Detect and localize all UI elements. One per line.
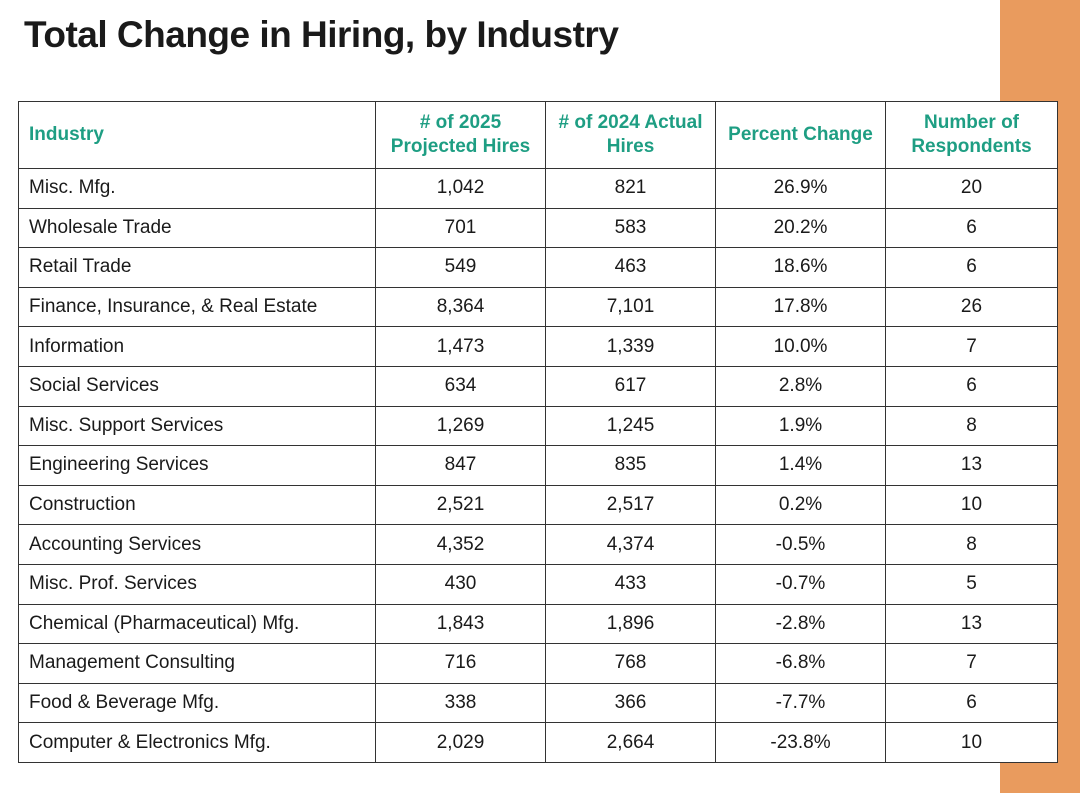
cell-2024-actual: 433: [545, 563, 716, 605]
table-row: Wholesale Trade 701 583 20.2% 6: [18, 207, 1058, 249]
cell-percent-change: -2.8%: [715, 603, 886, 645]
cell-2025-projected: 634: [375, 365, 546, 407]
cell-industry: Retail Trade: [18, 247, 376, 288]
cell-2025-projected: 8,364: [375, 286, 546, 328]
cell-2025-projected: 2,029: [375, 722, 546, 763]
cell-respondents: 20: [885, 168, 1058, 209]
cell-2024-actual: 617: [545, 365, 716, 407]
cell-2024-actual: 1,896: [545, 603, 716, 645]
cell-respondents: 6: [885, 682, 1058, 724]
cell-respondents: 10: [885, 722, 1058, 763]
cell-percent-change: -7.7%: [715, 682, 886, 724]
table-row: Misc. Prof. Services 430 433 -0.7% 5: [18, 563, 1058, 605]
cell-2024-actual: 366: [545, 682, 716, 724]
cell-industry: Chemical (Pharmaceutical) Mfg.: [18, 603, 376, 645]
cell-2025-projected: 716: [375, 643, 546, 684]
cell-industry: Information: [18, 326, 376, 367]
cell-percent-change: 18.6%: [715, 247, 886, 288]
cell-industry: Misc. Mfg.: [18, 168, 376, 209]
cell-2024-actual: 768: [545, 643, 716, 684]
cell-industry: Wholesale Trade: [18, 207, 376, 249]
cell-industry: Misc. Support Services: [18, 405, 376, 447]
cell-2024-actual: 1,245: [545, 405, 716, 447]
table-row: Social Services 634 617 2.8% 6: [18, 365, 1058, 407]
cell-2025-projected: 701: [375, 207, 546, 249]
cell-2024-actual: 4,374: [545, 524, 716, 565]
cell-industry: Social Services: [18, 365, 376, 407]
cell-percent-change: 1.4%: [715, 445, 886, 486]
cell-industry: Food & Beverage Mfg.: [18, 682, 376, 724]
cell-2025-projected: 847: [375, 445, 546, 486]
cell-industry: Finance, Insurance, & Real Estate: [18, 286, 376, 328]
cell-respondents: 8: [885, 524, 1058, 565]
table-row: Management Consulting 716 768 -6.8% 7: [18, 643, 1058, 684]
cell-percent-change: 10.0%: [715, 326, 886, 367]
cell-respondents: 8: [885, 405, 1058, 447]
cell-respondents: 26: [885, 286, 1058, 328]
hiring-table: Industry # of 2025 Projected Hires # of …: [18, 101, 1058, 763]
cell-respondents: 10: [885, 484, 1058, 526]
cell-percent-change: -0.7%: [715, 563, 886, 605]
cell-2024-actual: 2,517: [545, 484, 716, 526]
cell-respondents: 7: [885, 643, 1058, 684]
cell-2025-projected: 2,521: [375, 484, 546, 526]
cell-percent-change: -0.5%: [715, 524, 886, 565]
cell-respondents: 13: [885, 603, 1058, 645]
cell-2025-projected: 1,042: [375, 168, 546, 209]
cell-industry: Management Consulting: [18, 643, 376, 684]
cell-respondents: 13: [885, 445, 1058, 486]
cell-2025-projected: 4,352: [375, 524, 546, 565]
cell-respondents: 6: [885, 207, 1058, 249]
cell-percent-change: 2.8%: [715, 365, 886, 407]
column-header-percent-change: Percent Change: [715, 101, 886, 169]
cell-2025-projected: 1,473: [375, 326, 546, 367]
cell-industry: Construction: [18, 484, 376, 526]
header-row: Industry # of 2025 Projected Hires # of …: [18, 101, 1058, 169]
table-row: Engineering Services 847 835 1.4% 13: [18, 445, 1058, 486]
cell-percent-change: 20.2%: [715, 207, 886, 249]
table-body: Misc. Mfg. 1,042 821 26.9% 20 Wholesale Trade…: [18, 168, 1058, 763]
page-title: Total Change in Hiring, by Industry: [24, 14, 619, 55]
column-header-respondents: Number of Respondents: [885, 101, 1058, 169]
cell-respondents: 6: [885, 247, 1058, 288]
cell-percent-change: 0.2%: [715, 484, 886, 526]
cell-2025-projected: 338: [375, 682, 546, 724]
cell-percent-change: -23.8%: [715, 722, 886, 763]
cell-industry: Misc. Prof. Services: [18, 563, 376, 605]
cell-percent-change: 1.9%: [715, 405, 886, 447]
column-header-2024-actual: # of 2024 Actual Hires: [545, 101, 716, 169]
column-header-2025-projected: # of 2025 Projected Hires: [375, 101, 546, 169]
cell-2025-projected: 1,843: [375, 603, 546, 645]
cell-2024-actual: 1,339: [545, 326, 716, 367]
table-row: Computer & Electronics Mfg. 2,029 2,664 -23…: [18, 722, 1058, 763]
table-row: Misc. Mfg. 1,042 821 26.9% 20: [18, 168, 1058, 209]
cell-2024-actual: 583: [545, 207, 716, 249]
cell-2024-actual: 2,664: [545, 722, 716, 763]
cell-industry: Computer & Electronics Mfg.: [18, 722, 376, 763]
table-row: Accounting Services 4,352 4,374 -0.5% 8: [18, 524, 1058, 565]
column-header-industry: Industry: [18, 101, 376, 169]
cell-industry: Accounting Services: [18, 524, 376, 565]
cell-2025-projected: 549: [375, 247, 546, 288]
cell-2024-actual: 463: [545, 247, 716, 288]
table-row: Food & Beverage Mfg. 338 366 -7.7% 6: [18, 682, 1058, 724]
cell-2025-projected: 430: [375, 563, 546, 605]
table-row: Retail Trade 549 463 18.6% 6: [18, 247, 1058, 288]
cell-2024-actual: 835: [545, 445, 716, 486]
cell-2024-actual: 821: [545, 168, 716, 209]
table-row: Chemical (Pharmaceutical) Mfg. 1,843 1,896…: [18, 603, 1058, 645]
cell-percent-change: 26.9%: [715, 168, 886, 209]
table-row: Finance, Insurance, & Real Estate 8,364 7,…: [18, 286, 1058, 328]
cell-respondents: 5: [885, 563, 1058, 605]
table-row: Information 1,473 1,339 10.0% 7: [18, 326, 1058, 367]
cell-respondents: 7: [885, 326, 1058, 367]
cell-2025-projected: 1,269: [375, 405, 546, 447]
cell-industry: Engineering Services: [18, 445, 376, 486]
cell-2024-actual: 7,101: [545, 286, 716, 328]
table-row: Construction 2,521 2,517 0.2% 10: [18, 484, 1058, 526]
cell-percent-change: 17.8%: [715, 286, 886, 328]
cell-percent-change: -6.8%: [715, 643, 886, 684]
table-row: Misc. Support Services 1,269 1,245 1.9% 8: [18, 405, 1058, 447]
cell-respondents: 6: [885, 365, 1058, 407]
